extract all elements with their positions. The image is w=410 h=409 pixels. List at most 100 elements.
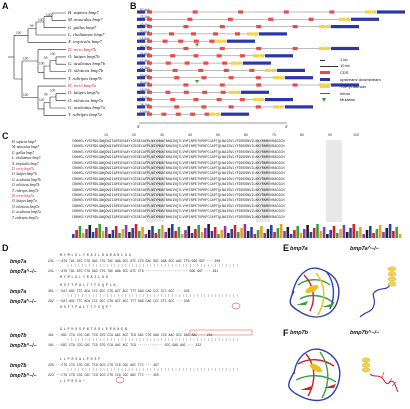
logo-letter: [105, 227, 108, 238]
alignment-name: O. latipes bmp7a: [12, 199, 37, 204]
legend-kb1: 1 kb: [340, 57, 348, 62]
logo-letter: [151, 226, 154, 238]
logo-letter: [227, 233, 230, 238]
utr-block: [137, 39, 145, 43]
tgf-domain: [265, 68, 271, 72]
logo-letter: [124, 225, 128, 238]
alignment-name: O. niloticus bmp7b: [12, 183, 40, 188]
logo-letter: [184, 230, 187, 238]
cds-exon: [219, 46, 225, 51]
legend-kb10: 10 kb: [340, 63, 350, 68]
logo-letter: [273, 232, 276, 238]
cds-exon: [187, 17, 193, 21]
alignment-sequence: CKKHELYVSFRDLGWQDWIIAPEGYAAYYCEGECAFPLNS…: [72, 161, 285, 166]
logo-letter: [388, 224, 392, 238]
utr-block: [137, 83, 145, 87]
cds-exon: [147, 68, 152, 72]
alignment-sequence: CKKHELYVSFRDLGWQDWIIAPEGYAAYYCEGECAFPLNS…: [72, 140, 285, 144]
tgf-domain: [326, 46, 330, 51]
tgf-domain: [319, 46, 325, 51]
alignment-sequence: CKKHELYVSFRDLGWQDWIIAPEGYAAYYCEGECAFPLNS…: [72, 188, 285, 193]
cds-exon: [147, 10, 152, 14]
gene-length: 28.1kb: [140, 102, 150, 107]
alignment-name: G. gallus bmp7: [12, 150, 35, 155]
protein-structure-bmp7a-mutant: [359, 266, 397, 318]
gene-legend: 1 kb 10 kb CDS upstream/ downstream TGF-…: [318, 58, 408, 118]
bootstrap-value: 99: [30, 24, 34, 28]
bootstrap-value: 99: [44, 56, 48, 60]
tgf-domain: [253, 54, 259, 58]
species-label-highlight: D. rerio bmp7b: [68, 46, 97, 52]
gene-length: 33.6kb: [140, 29, 150, 34]
aa-row: H S F T P A L T T F E Q P L A: [60, 283, 116, 287]
logo-letter: [339, 229, 342, 238]
logo-letter: [223, 226, 227, 238]
logo-letter: [180, 234, 184, 238]
cds-exon: [223, 68, 229, 72]
species-label: M. musculus bmp7: [68, 17, 103, 23]
aa-row: M Y M L D L Y R A I L G G: [60, 275, 108, 279]
logo-letter: [253, 234, 257, 238]
cds-exon: [256, 46, 262, 51]
logo-letter: [167, 228, 171, 238]
alignment-name: L. chalumnae bmp7: [12, 156, 41, 161]
three-prime-label: 3': [285, 124, 288, 129]
aa-row: L L P R S A *: [60, 379, 85, 383]
tgf-domain: [254, 32, 258, 36]
seq-label-bmp7a-mut: bmp7a^−/−: [10, 269, 37, 275]
tgf-domain: [365, 10, 371, 14]
utr-block: [137, 68, 145, 72]
tgf-domain: [273, 105, 279, 109]
utr-block: [259, 32, 287, 36]
tgf-domain: [319, 25, 325, 29]
legend-tgf-swatch: [320, 85, 330, 88]
cds-exon: [183, 90, 189, 94]
cds-exon: [201, 76, 207, 80]
alignment-sequence: CKKHELYVSFRDLGWQDWIIAPEGYAAYYCEGECAFPLNS…: [72, 183, 285, 188]
cds-exon: [203, 61, 209, 65]
alignment-name-highlight: D. rerio bmp7b: [12, 167, 35, 171]
cds-exon: [219, 25, 225, 29]
utr-block: [137, 17, 145, 21]
logo-letter: [161, 225, 164, 238]
cds-exon: [201, 105, 207, 109]
legend-kb1-swatch: [320, 60, 325, 61]
cds-exon: [249, 68, 255, 72]
cds-exon: [204, 112, 210, 116]
utr-block: [377, 10, 405, 14]
cds-exon: [162, 39, 168, 43]
utr-block: [265, 54, 293, 58]
logo-letter: [345, 232, 349, 238]
alignment-tick: 60: [244, 133, 248, 137]
alignment-sequence: CKKHELYVSFRDLGWQDWIIAPEGYAAYYCEGECAFPLNS…: [72, 199, 285, 204]
logo-letter: [207, 224, 210, 238]
species-label: G. aculeatus bmp7b: [68, 61, 105, 67]
logo-letter: [85, 229, 88, 238]
alignment-tick: 90: [328, 133, 332, 137]
cds-exon: [292, 25, 298, 29]
tgf-domain: [280, 76, 284, 80]
cds-exon: [228, 105, 234, 109]
logo-letter: [283, 231, 286, 238]
nt-row: 292 ···CAT AGC TTC ACA CCC GCC CTG ACT A…: [48, 299, 190, 303]
alignment-sequence: CKKHELYVSFRDLGWQDWIIAPEGYAAYYCEGECAFPLNS…: [72, 172, 285, 177]
logo-letter: [81, 233, 85, 238]
logo-letter: [276, 228, 280, 238]
utr-block: [137, 32, 145, 36]
alignment-sequence: CKKHELYVSFRDLGWQDWIIAPEGYAAYYCEGECAFPLNS…: [72, 210, 285, 215]
legend-intron: Intron: [340, 91, 351, 96]
species-label: G. aculeatus bmp7a: [68, 104, 105, 110]
alignment-tick: 40: [188, 133, 192, 137]
utr-block: [137, 61, 145, 65]
logo-letter: [187, 226, 191, 238]
logo-letter: [174, 231, 177, 238]
utr-block: [221, 112, 249, 116]
species-label-highlight: D. rerio bmp7a: [68, 83, 97, 88]
logo-letter: [342, 225, 346, 238]
logo-letter: [200, 232, 204, 238]
logo-letter: [378, 225, 382, 238]
tgf-domain: [372, 10, 376, 14]
logo-letter: [98, 224, 101, 238]
alignment-sequence: CKKHELYVSFRDLGWQDWIIAPEGYAAYYCEGECAFPLNS…: [72, 194, 285, 198]
gene-length: 59.7kb: [140, 44, 150, 49]
